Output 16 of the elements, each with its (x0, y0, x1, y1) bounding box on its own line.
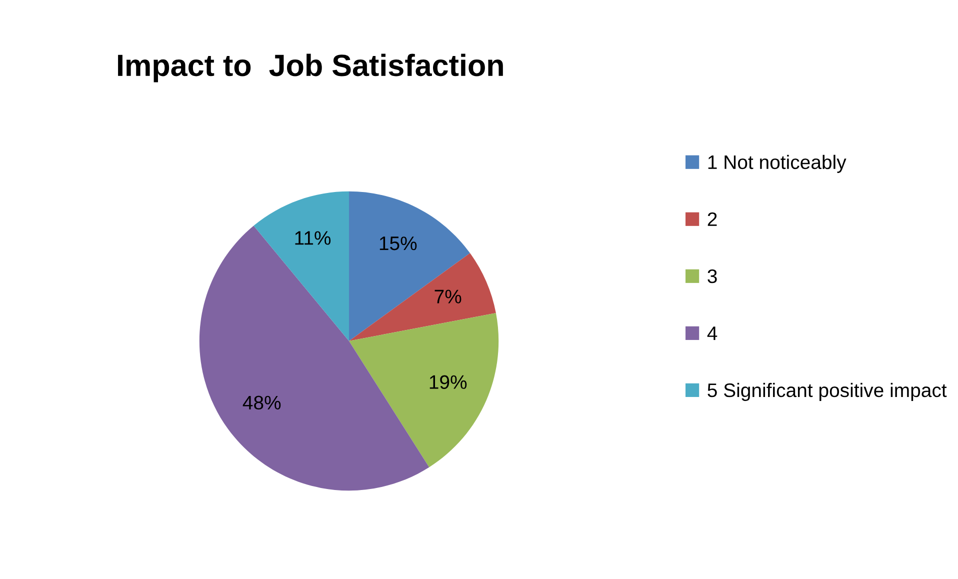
legend-label: 2 (708, 212, 717, 226)
pie-slice (349, 253, 496, 341)
pie-slice (349, 312, 499, 468)
legend-label: 3 (708, 269, 717, 284)
legend-label: 4 (707, 326, 718, 340)
data-label: 7% (434, 290, 462, 304)
pie-slice (349, 191, 470, 341)
legend-label: 5 Significant positive impact (708, 382, 947, 402)
legend-label: 1 Not noticeably (708, 154, 846, 173)
data-label: 11% (295, 231, 331, 245)
chart-title: Impact to Job Satisfaction (118, 54, 503, 82)
data-label: 48% (242, 396, 281, 410)
data-label: 19% (430, 375, 467, 389)
pie-slice (199, 226, 430, 491)
pie-slice (254, 191, 349, 341)
data-label: 15% (380, 236, 417, 250)
